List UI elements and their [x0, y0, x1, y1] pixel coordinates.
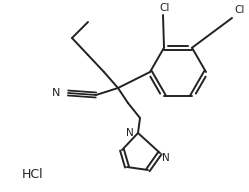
Text: HCl: HCl	[22, 169, 44, 181]
Text: N: N	[162, 153, 170, 163]
Text: Cl: Cl	[160, 3, 170, 13]
Text: Cl: Cl	[235, 5, 245, 15]
Text: N: N	[126, 128, 134, 138]
Text: N: N	[52, 88, 60, 98]
